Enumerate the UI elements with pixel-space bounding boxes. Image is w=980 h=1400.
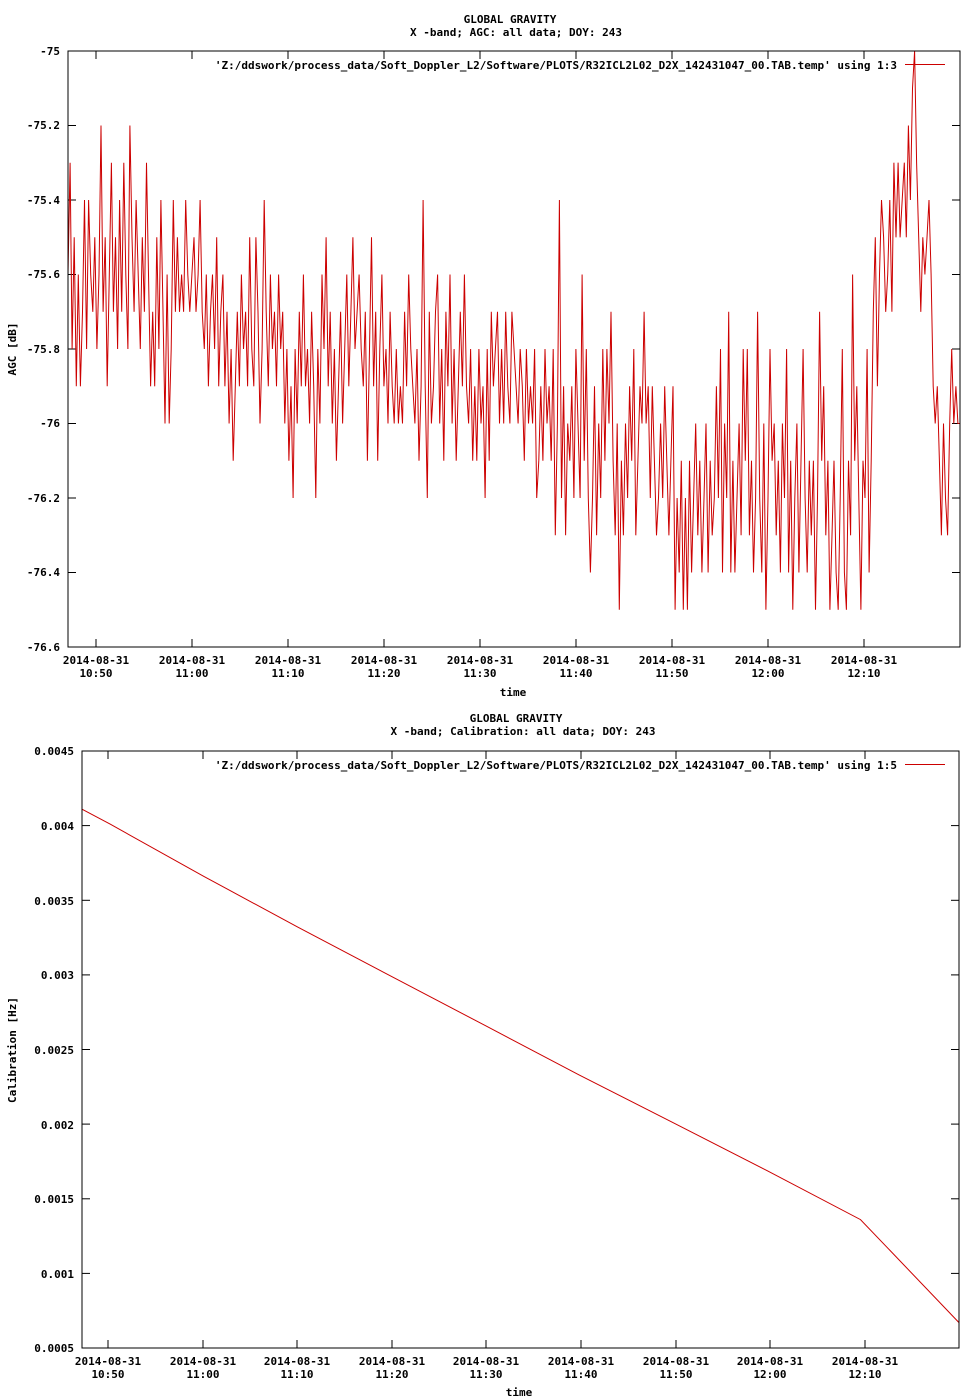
x-tick-time: 11:30: [463, 667, 496, 680]
agc-series-line: [67, 50, 960, 610]
x-ticks: [95, 51, 865, 647]
x-axis-label: time: [506, 1386, 533, 1399]
x-tick-date: 2014-08-31: [735, 654, 802, 667]
x-tick-date: 2014-08-31: [643, 1355, 710, 1368]
x-tick-time: 11:10: [271, 667, 304, 680]
x-tick-time: 11:30: [469, 1368, 502, 1381]
y-tick-label: 0.0015: [34, 1193, 74, 1206]
x-tick-date: 2014-08-31: [264, 1355, 331, 1368]
y-tick-label: -75.2: [27, 119, 60, 132]
y-tick-label: -76.6: [27, 641, 60, 654]
x-tick-time: 11:40: [559, 667, 592, 680]
x-tick-date: 2014-08-31: [832, 1355, 899, 1368]
x-tick-date: 2014-08-31: [543, 654, 610, 667]
plot-frame: [81, 750, 960, 1349]
y-tick-label: 0.002: [41, 1119, 74, 1132]
x-tick-time: 11:10: [280, 1368, 313, 1381]
x-tick-date: 2014-08-31: [351, 654, 418, 667]
y-tick-label: -76.4: [27, 566, 60, 579]
x-tick-time: 11:00: [175, 667, 208, 680]
x-tick-time: 11:50: [659, 1368, 692, 1381]
x-tick-date: 2014-08-31: [548, 1355, 615, 1368]
x-tick-date: 2014-08-31: [447, 654, 514, 667]
y-tick-label: 0.0035: [34, 895, 74, 908]
calibration-chart: GLOBAL GRAVITY X -band; Calibration: all…: [6, 712, 960, 1399]
x-tick-date: 2014-08-31: [170, 1355, 237, 1368]
x-tick-time: 11:00: [186, 1368, 219, 1381]
legend-label: 'Z:/ddswork/process_data/Soft_Doppler_L2…: [215, 759, 897, 772]
x-tick-time: 10:50: [91, 1368, 124, 1381]
x-tick-date: 2014-08-31: [359, 1355, 426, 1368]
y-tick-label: 0.0045: [34, 745, 74, 758]
y-tick-label: -75.4: [27, 194, 60, 207]
x-tick-date: 2014-08-31: [737, 1355, 804, 1368]
chart-subtitle: X -band; Calibration: all data; DOY: 243: [391, 725, 656, 738]
x-tick-date: 2014-08-31: [453, 1355, 520, 1368]
y-tick-label: 0.004: [41, 820, 74, 833]
x-tick-date: 2014-08-31: [639, 654, 706, 667]
x-ticks: [107, 751, 866, 1348]
y-tick-label: -75.8: [27, 343, 60, 356]
y-tick-label: 0.001: [41, 1268, 74, 1281]
x-tick-time: 12:00: [751, 667, 784, 680]
chart-title: GLOBAL GRAVITY: [464, 13, 557, 26]
x-tick-date: 2014-08-31: [255, 654, 322, 667]
y-tick-label: -76: [40, 417, 60, 430]
x-tick-date: 2014-08-31: [75, 1355, 142, 1368]
calibration-series-line: [81, 808, 960, 1323]
y-tick-label: 0.0025: [34, 1044, 74, 1057]
x-axis-label: time: [500, 686, 527, 699]
x-tick-time: 11:50: [655, 667, 688, 680]
x-tick-date: 2014-08-31: [831, 654, 898, 667]
x-tick-time: 11:20: [367, 667, 400, 680]
x-tick-time: 12:10: [848, 1368, 881, 1381]
x-tick-time: 12:10: [847, 667, 880, 680]
plot-frame: [67, 50, 961, 648]
x-tick-date: 2014-08-31: [63, 654, 130, 667]
y-ticks: [82, 750, 959, 1274]
y-axis-label: AGC [dB]: [6, 323, 19, 376]
y-tick-label: 0.0005: [34, 1342, 74, 1355]
agc-chart: GLOBAL GRAVITY X -band; AGC: all data; D…: [6, 13, 961, 699]
y-tick-label: -76.2: [27, 492, 60, 505]
x-tick-time: 11:40: [564, 1368, 597, 1381]
x-tick-date: 2014-08-31: [159, 654, 226, 667]
y-tick-label: -75: [40, 45, 60, 58]
y-axis-label: Calibration [Hz]: [6, 997, 19, 1103]
chart-subtitle: X -band; AGC: all data; DOY: 243: [410, 26, 622, 39]
x-tick-time: 10:50: [79, 667, 112, 680]
legend-label: 'Z:/ddswork/process_data/Soft_Doppler_L2…: [215, 59, 897, 72]
chart-title: GLOBAL GRAVITY: [470, 712, 563, 725]
x-tick-time: 11:20: [375, 1368, 408, 1381]
y-tick-label: 0.003: [41, 969, 74, 982]
x-tick-time: 12:00: [753, 1368, 786, 1381]
y-tick-label: -75.6: [27, 268, 60, 281]
